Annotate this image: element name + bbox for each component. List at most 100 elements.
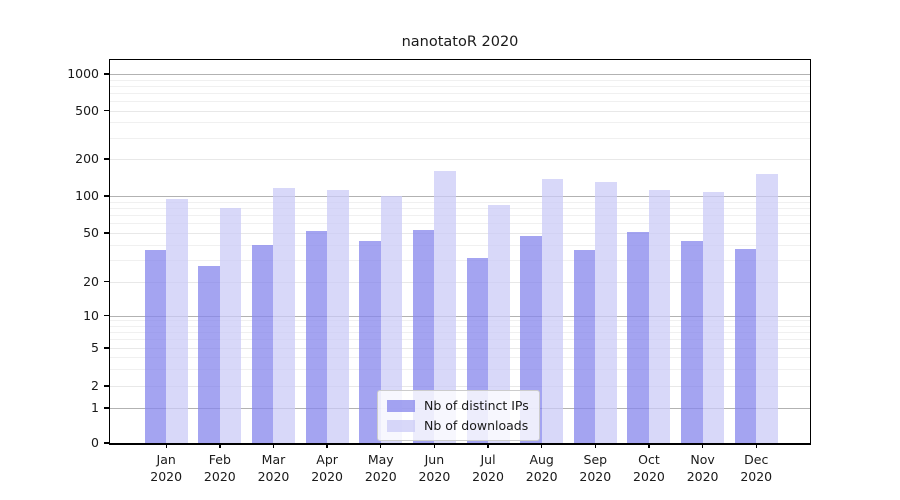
y-axis-tick xyxy=(103,442,110,444)
y-axis-tick xyxy=(103,347,110,349)
x-axis-tick-label: Apr 2020 xyxy=(311,452,344,484)
bar-downloads-oct xyxy=(648,189,671,443)
legend-label-distinct-ips: Nb of distinct IPs xyxy=(424,398,529,413)
bar-distinct-ips-jun xyxy=(412,229,435,443)
bar-downloads-apr xyxy=(327,189,349,443)
x-axis-tick xyxy=(165,443,167,448)
x-axis-tick-label: Dec 2020 xyxy=(740,452,773,484)
y-axis-tick xyxy=(103,385,110,387)
x-axis-tick-label: Jul 2020 xyxy=(472,452,504,484)
x-axis-tick-label: May 2020 xyxy=(364,452,397,484)
x-axis-tick xyxy=(540,443,543,448)
gridline xyxy=(110,223,810,225)
gridline xyxy=(110,244,810,246)
y-axis-tick xyxy=(103,407,110,409)
legend: Nb of distinct IPs Nb of downloads xyxy=(377,390,540,441)
gridline xyxy=(110,348,810,349)
x-axis-tick xyxy=(755,443,757,448)
x-axis-tick-label: Oct 2020 xyxy=(633,452,665,484)
bar-distinct-ips-feb xyxy=(198,265,220,443)
gridline xyxy=(110,92,810,94)
y-axis-tick-label: 1 xyxy=(91,400,99,415)
gridline xyxy=(110,260,810,262)
y-axis-tick-label: 50 xyxy=(83,225,99,240)
y-axis-tick-label: 2 xyxy=(91,378,99,393)
gridline xyxy=(110,100,810,102)
bar-downloads-mar xyxy=(273,188,295,443)
gridline xyxy=(110,215,810,217)
bar-downloads-sep xyxy=(595,182,617,443)
x-axis-tick xyxy=(219,443,221,448)
bar-distinct-ips-mar xyxy=(251,244,274,443)
bar-distinct-ips-may xyxy=(359,240,381,443)
x-axis-tick-label: Aug 2020 xyxy=(525,452,558,484)
gridline xyxy=(110,110,810,112)
y-axis-tick xyxy=(103,314,110,317)
bar-downloads-nov xyxy=(702,192,725,443)
x-axis-tick xyxy=(272,443,275,448)
gridlines-layer xyxy=(110,60,810,443)
bar-downloads-jan xyxy=(166,198,188,443)
x-axis-tick-label: Sep 2020 xyxy=(579,452,612,484)
bar-distinct-ips-jan xyxy=(144,250,167,443)
gridline xyxy=(110,281,810,283)
bars-layer xyxy=(110,60,810,443)
x-axis-tick-label: Feb 2020 xyxy=(203,452,236,484)
axis-spine xyxy=(108,443,812,445)
chart-title: nanotatoR 2020 xyxy=(401,34,519,50)
bar-downloads-dec xyxy=(756,173,778,443)
y-axis-tick-label: 100 xyxy=(75,188,99,203)
gridline xyxy=(110,339,810,341)
bar-distinct-ips-oct xyxy=(627,231,649,443)
x-axis-tick-label: Nov 2020 xyxy=(686,452,719,484)
y-axis-tick xyxy=(103,73,110,75)
gridline xyxy=(110,196,810,198)
legend-swatch-downloads xyxy=(387,419,415,432)
x-axis-tick xyxy=(648,443,650,448)
x-axis-tick xyxy=(326,443,328,448)
gridline xyxy=(110,201,810,203)
y-axis-tick-label: 0 xyxy=(91,435,99,450)
legend-swatch-distinct-ips xyxy=(387,399,415,412)
bar-downloads-aug xyxy=(541,179,564,443)
bar-distinct-ips-apr xyxy=(305,230,328,443)
bar-downloads-may xyxy=(380,196,403,443)
gridline xyxy=(110,122,810,124)
gridline xyxy=(110,315,810,317)
x-axis-tick xyxy=(433,443,436,448)
gridline xyxy=(110,159,810,160)
plot-area: Nb of distinct IPs Nb of downloads xyxy=(110,60,810,443)
y-axis-tick-label: 5 xyxy=(91,340,99,355)
bar-downloads-jul xyxy=(488,205,510,443)
legend-item-downloads: Nb of downloads xyxy=(387,418,529,433)
bar-distinct-ips-dec xyxy=(734,248,757,443)
y-axis-tick-label: 500 xyxy=(75,102,99,118)
x-axis-tick xyxy=(594,443,596,448)
gridline xyxy=(110,369,810,371)
bar-downloads-jun xyxy=(434,170,456,443)
y-axis-tick-label: 200 xyxy=(75,151,99,166)
gridline xyxy=(110,207,810,209)
gridline xyxy=(110,233,810,234)
x-axis-tick xyxy=(701,443,704,448)
x-axis-tick xyxy=(487,443,489,448)
bar-downloads-feb xyxy=(219,207,242,443)
axis-spine xyxy=(108,58,812,60)
axis-spine xyxy=(810,58,812,445)
gridline xyxy=(110,357,810,359)
gridline xyxy=(110,332,810,334)
axis-spine xyxy=(108,58,110,445)
y-axis-tick xyxy=(103,158,110,160)
gridline xyxy=(110,79,810,81)
gridline xyxy=(110,85,810,87)
legend-item-distinct-ips: Nb of distinct IPs xyxy=(387,398,529,413)
legend-label-downloads: Nb of downloads xyxy=(424,418,529,433)
y-axis-tick-label: 1000 xyxy=(67,66,99,81)
y-axis-tick-label: 20 xyxy=(83,273,99,289)
x-axis-tick xyxy=(380,443,382,448)
gridline xyxy=(110,137,810,139)
bar-distinct-ips-sep xyxy=(573,250,596,443)
gridline xyxy=(110,386,810,387)
y-axis-tick xyxy=(103,109,110,112)
